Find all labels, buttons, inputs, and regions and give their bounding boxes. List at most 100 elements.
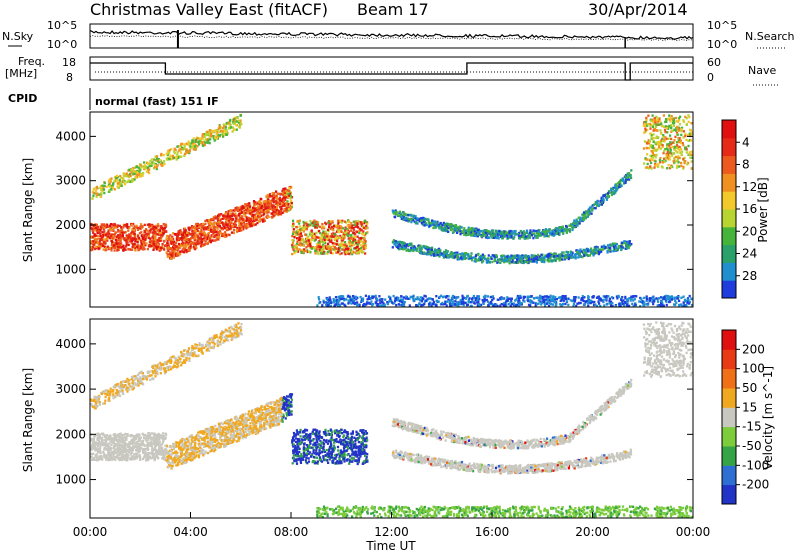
power-cell bbox=[470, 259, 474, 262]
power-cell bbox=[203, 232, 206, 235]
power-cell bbox=[463, 254, 466, 257]
power-cell bbox=[245, 219, 248, 223]
power-cell bbox=[240, 227, 243, 230]
power-cell bbox=[113, 246, 116, 250]
power-cell bbox=[492, 230, 495, 233]
power-cell bbox=[142, 242, 145, 245]
power-cell bbox=[229, 209, 232, 212]
power-cell bbox=[610, 188, 613, 191]
power-cell bbox=[105, 185, 108, 188]
power-cell bbox=[100, 238, 103, 242]
power-cell bbox=[351, 241, 354, 244]
power-cell bbox=[169, 158, 172, 161]
power-cell bbox=[166, 253, 169, 256]
power-cell bbox=[500, 302, 503, 306]
power-cell bbox=[605, 193, 608, 196]
power-cell bbox=[441, 223, 444, 227]
power-cell bbox=[230, 214, 233, 218]
power-cell bbox=[260, 205, 263, 208]
power-cell bbox=[273, 214, 276, 217]
power-cell bbox=[351, 252, 354, 256]
power-cell bbox=[208, 236, 211, 240]
power-cell bbox=[510, 254, 513, 257]
power-cell bbox=[347, 252, 350, 255]
power-cell bbox=[196, 229, 199, 232]
power-cell bbox=[301, 248, 304, 252]
power-cell bbox=[197, 141, 200, 144]
power-cell bbox=[150, 242, 153, 245]
power-cell bbox=[355, 242, 358, 245]
power-cell bbox=[93, 227, 96, 231]
power-cell bbox=[99, 186, 102, 190]
power-cell bbox=[653, 166, 656, 169]
power-cell bbox=[542, 229, 545, 232]
power-cell bbox=[298, 248, 301, 251]
power-cell bbox=[556, 232, 559, 235]
power-cell bbox=[645, 119, 648, 122]
power-cell bbox=[189, 245, 192, 248]
power-cell bbox=[669, 141, 672, 144]
power-cell bbox=[324, 230, 327, 234]
power-cell bbox=[214, 129, 217, 132]
power-cell bbox=[481, 231, 485, 235]
power-cell bbox=[659, 129, 662, 132]
power-cell bbox=[329, 223, 332, 226]
power-cell bbox=[258, 213, 261, 216]
power-cell bbox=[283, 192, 286, 195]
power-cell bbox=[545, 232, 548, 236]
power-cell bbox=[238, 213, 241, 216]
power-cell bbox=[660, 165, 663, 168]
power-cell bbox=[561, 225, 564, 228]
power-cell bbox=[561, 229, 564, 232]
power-cell bbox=[598, 248, 601, 251]
power-cell bbox=[352, 220, 355, 223]
power-cell bbox=[667, 163, 670, 167]
power-cell bbox=[298, 243, 301, 246]
power-cell bbox=[543, 233, 546, 236]
power-cell bbox=[179, 151, 183, 154]
power-cell bbox=[219, 133, 222, 137]
power-cell bbox=[124, 223, 127, 227]
power-cell bbox=[215, 226, 218, 229]
power-cell bbox=[435, 221, 438, 224]
power-cell bbox=[497, 258, 500, 261]
power-cell bbox=[185, 241, 188, 244]
power-cell bbox=[421, 219, 424, 222]
power-cell bbox=[248, 207, 251, 211]
power-cell bbox=[677, 145, 680, 148]
power-cell bbox=[144, 236, 147, 239]
power-cell bbox=[216, 217, 220, 220]
power-cell bbox=[460, 226, 463, 229]
power-cell bbox=[278, 212, 281, 215]
power-cell bbox=[348, 226, 351, 229]
power-cell bbox=[197, 223, 200, 226]
power-cell bbox=[405, 219, 408, 222]
power-cell bbox=[432, 226, 435, 230]
power-cell bbox=[477, 253, 480, 256]
power-cell bbox=[176, 253, 179, 256]
power-cell bbox=[476, 229, 479, 233]
power-cell bbox=[177, 237, 180, 240]
power-cell bbox=[148, 171, 151, 175]
power-cell bbox=[201, 240, 204, 244]
power-cell bbox=[657, 146, 660, 150]
power-cell bbox=[651, 151, 654, 155]
power-cell bbox=[115, 242, 118, 245]
power-cell bbox=[682, 167, 685, 170]
power-cell bbox=[129, 174, 132, 178]
power-cell bbox=[159, 229, 162, 232]
power-cell bbox=[220, 234, 224, 238]
power-cell bbox=[673, 139, 676, 142]
power-cell bbox=[137, 248, 140, 252]
power-cell bbox=[310, 238, 313, 242]
power-cell bbox=[267, 209, 270, 212]
power-cell bbox=[291, 239, 294, 242]
power-cell bbox=[292, 228, 295, 231]
power-cell bbox=[461, 230, 464, 234]
power-cell bbox=[148, 163, 151, 166]
power-cell bbox=[568, 224, 571, 227]
power-cell bbox=[225, 234, 228, 237]
power-cell bbox=[157, 241, 160, 244]
power-cell bbox=[122, 172, 125, 175]
power-cell bbox=[319, 238, 322, 242]
